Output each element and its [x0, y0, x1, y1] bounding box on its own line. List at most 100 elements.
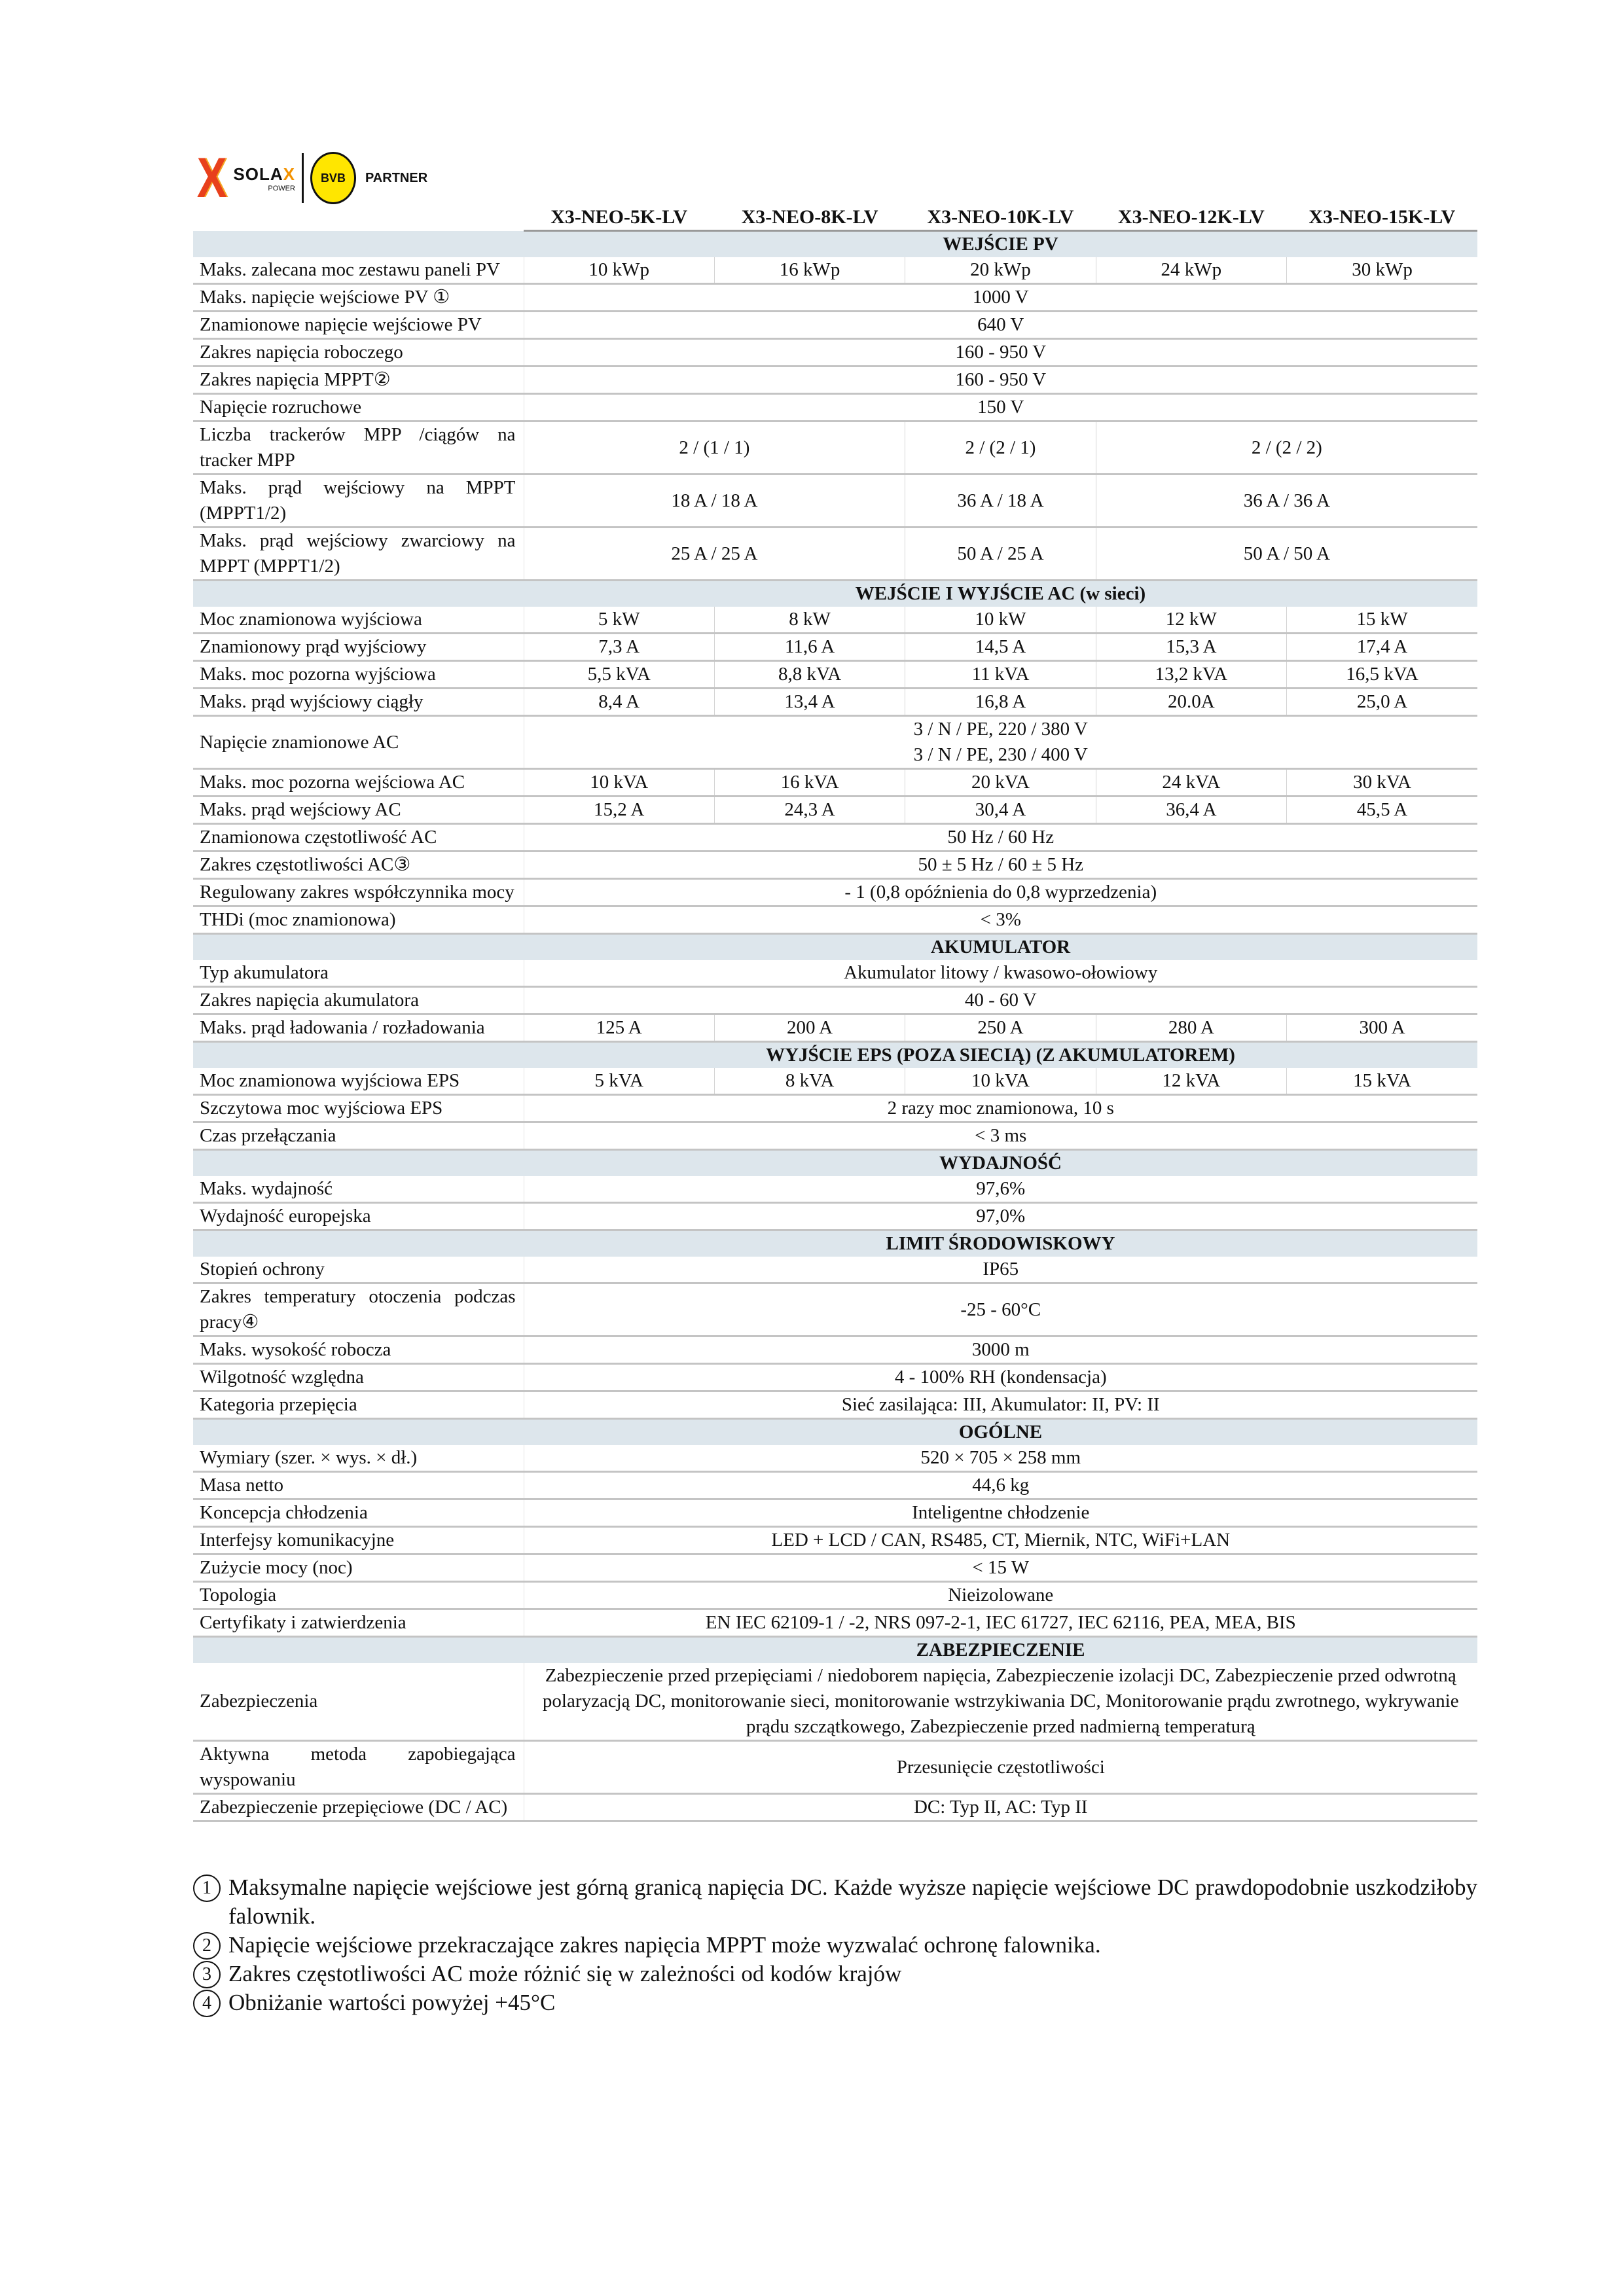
spec-row: Zakres częstotliwości AC③ 50 ± 5 Hz / 60 …	[193, 851, 1477, 880]
footnote-number-circle-icon: 1	[193, 1874, 221, 1902]
spec-value: 18 A / 18 A	[524, 474, 906, 528]
spec-row: Interfejsy komunikacyjne LED + LCD / CAN,…	[193, 1526, 1477, 1555]
spec-label: Moc znamionowa wyjściowa EPS	[193, 1068, 524, 1096]
spec-label: Wymiary (szer. × wys. × dł.)	[193, 1445, 524, 1473]
section-title: WEJŚCIE PV	[524, 230, 1477, 257]
spec-label: Maks. prąd ładowania / rozładowania	[193, 1014, 524, 1043]
spec-row: Aktywna metoda zapobiegająca wyspowaniu P…	[193, 1740, 1477, 1795]
spec-row: Czas przełączania < 3 ms	[193, 1122, 1477, 1151]
spec-row: Zużycie mocy (noc) < 15 W	[193, 1554, 1477, 1583]
section-title: LIMIT ŚRODOWISKOWY	[524, 1230, 1477, 1257]
spec-value: 97,6%	[524, 1176, 1477, 1204]
spec-value: < 3 ms	[524, 1122, 1477, 1151]
header-logos: X SOLAX POWER BVB PARTNER	[193, 147, 428, 209]
spec-value: 13,4 A	[714, 688, 906, 717]
spec-row: Maks. prąd wejściowy na MPPT (MPPT1/2) 18…	[193, 474, 1477, 528]
spec-row: Zakres napięcia roboczego 160 - 950 V	[193, 338, 1477, 367]
spec-row: Maks. wydajność 97,6%	[193, 1176, 1477, 1204]
footnote-number-circle-icon: 3	[193, 1961, 221, 1988]
spec-value: Przesunięcie częstotliwości	[524, 1740, 1477, 1795]
spec-row: Znamionowe napięcie wejściowe PV 640 V	[193, 311, 1477, 340]
spec-value: 25,0 A	[1286, 688, 1477, 717]
footnote-text: Obniżanie wartości powyżej +45°C	[228, 1990, 556, 2015]
spec-row: Maks. prąd wejściowy zwarciowy na MPPT (…	[193, 527, 1477, 581]
spec-label: Zużycie mocy (noc)	[193, 1554, 524, 1583]
spec-label: Wilgotność względna	[193, 1363, 524, 1392]
spec-value: 5,5 kVA	[524, 660, 715, 689]
spec-row: Maks. prąd ładowania / rozładowania 125 A…	[193, 1014, 1477, 1043]
footnote-number-circle-icon: 2	[193, 1932, 221, 1960]
section-title: OGÓLNE	[524, 1418, 1477, 1445]
spec-row: Wydajność europejska 97,0%	[193, 1202, 1477, 1231]
section-title: AKUMULATOR	[524, 933, 1477, 960]
spec-value: 3000 m	[524, 1336, 1477, 1365]
spec-label: Koncepcja chłodzenia	[193, 1499, 524, 1528]
spec-value: IP65	[524, 1257, 1477, 1284]
spec-row: Maks. prąd wyjściowy ciągły 8,4 A 13,4 A 16…	[193, 688, 1477, 717]
spec-value: EN IEC 62109-1 / -2, NRS 097-2-1, IEC 61…	[524, 1609, 1477, 1638]
spec-row: Moc znamionowa wyjściowa EPS 5 kVA 8 kVA 10…	[193, 1068, 1477, 1096]
spec-value: < 3%	[524, 906, 1477, 935]
spec-value: 11 kVA	[905, 660, 1096, 689]
section-header-row: WYJŚCIE EPS (POZA SIECIĄ) (Z AKUMULATORE…	[193, 1041, 1477, 1068]
spec-value: Akumulator litowy / kwasowo-ołowiowy	[524, 960, 1477, 988]
model-header: X3-NEO-8K-LV	[714, 204, 905, 232]
spec-row: Napięcie rozruchowe 150 V	[193, 393, 1477, 422]
footnote: 1 Maksymalne napięcie wejściowe jest górn…	[193, 1873, 1477, 1931]
section-header-spacer	[193, 1149, 524, 1176]
spec-value: 13,2 kVA	[1096, 660, 1288, 689]
spec-value: 50 A / 25 A	[905, 527, 1096, 581]
spec-value: 2 razy moc znamionowa, 10 s	[524, 1094, 1477, 1123]
spec-row: Maks. napięcie wejściowe PV ① 1000 V	[193, 283, 1477, 312]
spec-value: 2 / (2 / 2)	[1096, 421, 1477, 475]
spec-row: Maks. zalecana moc zestawu paneli PV 10 k…	[193, 257, 1477, 285]
solax-x-logo-icon: X	[196, 147, 227, 209]
footnote-text: Zakres częstotliwości AC może różnić się…	[228, 1961, 902, 1986]
spec-row: Maks. wysokość robocza 3000 m	[193, 1336, 1477, 1365]
spec-label: Kategoria przepięcia	[193, 1391, 524, 1420]
spec-value: 24 kWp	[1096, 257, 1288, 285]
spec-value: 12 kW	[1096, 607, 1288, 634]
section-header-spacer	[193, 933, 524, 960]
spec-value: 24 kVA	[1096, 768, 1288, 797]
model-header: X3-NEO-15K-LV	[1286, 204, 1477, 232]
spec-label: Znamionowe napięcie wejściowe PV	[193, 311, 524, 340]
footnote: 2 Napięcie wejściowe przekraczające zakre…	[193, 1931, 1477, 1960]
spec-label: Zabezpieczenia	[193, 1663, 524, 1742]
spec-label: Maks. prąd wejściowy zwarciowy na MPPT (…	[193, 527, 524, 581]
spec-value: 17,4 A	[1286, 633, 1477, 662]
spec-label: THDi (moc znamionowa)	[193, 906, 524, 935]
spec-label: Zakres częstotliwości AC③	[193, 851, 524, 880]
spec-label: Zakres napięcia akumulatora	[193, 986, 524, 1015]
spec-label: Wydajność europejska	[193, 1202, 524, 1231]
spec-value: 20 kVA	[905, 768, 1096, 797]
spec-value: 200 A	[714, 1014, 906, 1043]
spec-value: 20 kWp	[905, 257, 1096, 285]
spec-label: Zakres temperatury otoczenia podczas pra…	[193, 1283, 524, 1337]
spec-value: Inteligentne chłodzenie	[524, 1499, 1477, 1528]
section-header-row: WEJŚCIE PV	[193, 230, 1477, 257]
spec-label: Maks. moc pozorna wyjściowa	[193, 660, 524, 689]
footnotes: 1 Maksymalne napięcie wejściowe jest górn…	[193, 1873, 1477, 2017]
spec-value: 125 A	[524, 1014, 715, 1043]
footnote-text: Maksymalne napięcie wejściowe jest górną…	[228, 1874, 1477, 1929]
section-header-spacer	[193, 230, 524, 257]
spec-value: 640 V	[524, 311, 1477, 340]
spec-row: Znamionowy prąd wyjściowy 7,3 A 11,6 A 14,5…	[193, 633, 1477, 662]
spec-value: Sieć zasilająca: III, Akumulator: II, PV…	[524, 1391, 1477, 1420]
spec-value: 16 kVA	[714, 768, 906, 797]
section-header-row: ZABEZPIECZENIE	[193, 1636, 1477, 1663]
spec-row: Masa netto 44,6 kg	[193, 1471, 1477, 1500]
spec-label: Zakres napięcia MPPT②	[193, 366, 524, 395]
spec-row: Wilgotność względna 4 - 100% RH (kondensa…	[193, 1363, 1477, 1392]
spec-value: 8 kVA	[714, 1068, 906, 1096]
spec-label: Topologia	[193, 1581, 524, 1610]
spec-row: Regulowany zakres współczynnika mocy - 1 …	[193, 878, 1477, 907]
spec-value: 160 - 950 V	[524, 338, 1477, 367]
solax-wordmark: SOLAX	[233, 164, 295, 184]
spec-label: Certyfikaty i zatwierdzenia	[193, 1609, 524, 1638]
spec-value: 11,6 A	[714, 633, 906, 662]
spec-row: Moc znamionowa wyjściowa 5 kW 8 kW 10 kW 12 …	[193, 607, 1477, 634]
spec-label: Maks. prąd wyjściowy ciągły	[193, 688, 524, 717]
partner-label: PARTNER	[365, 170, 428, 185]
